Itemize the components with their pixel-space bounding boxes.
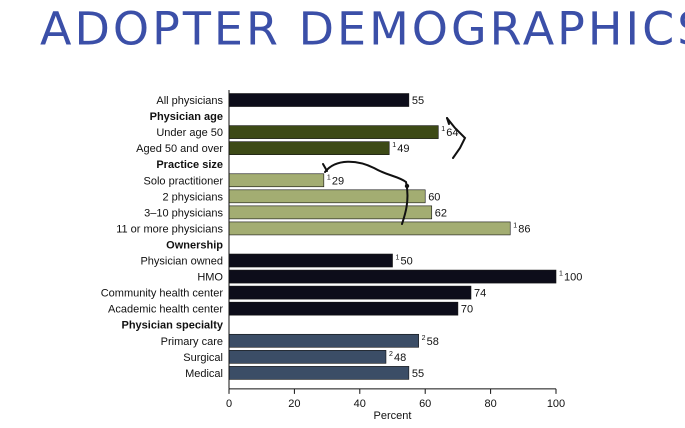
bar <box>228 93 410 107</box>
group-header-label: Physician specialty <box>122 320 224 332</box>
category-label: 2 physicians <box>162 191 223 203</box>
bar <box>228 141 390 155</box>
category-label: Community health center <box>101 288 224 300</box>
footnote-marker: 1 <box>559 271 563 278</box>
annotation-chevron <box>446 117 467 159</box>
category-label: Solo practitioner <box>144 175 224 187</box>
data-label: 29 <box>332 175 344 187</box>
data-label: 49 <box>397 143 409 155</box>
group-header-label: Physician age <box>150 111 223 123</box>
data-label: 86 <box>518 223 530 235</box>
data-label: 55 <box>412 368 424 380</box>
chart-rows: All physicians 55 Physician age Under age 5… <box>101 93 582 380</box>
bar <box>228 285 472 300</box>
annotation-dot <box>404 183 410 189</box>
bar <box>228 253 393 268</box>
x-axis-title: Percent <box>374 410 412 422</box>
data-label: 58 <box>427 336 439 348</box>
footnote-marker: 1 <box>513 222 517 229</box>
data-label: 60 <box>428 191 440 203</box>
category-label: Academic health center <box>108 304 223 316</box>
bar <box>228 125 439 139</box>
annotation-hook <box>446 117 450 125</box>
category-label: All physicians <box>156 95 223 107</box>
bar <box>228 269 557 284</box>
bar <box>228 301 459 316</box>
category-label: 11 or more physicians <box>116 223 223 235</box>
x-tick-label: 60 <box>419 398 431 410</box>
bar <box>228 350 387 364</box>
category-label: 3–10 physicians <box>144 207 223 219</box>
x-tick-label: 100 <box>547 398 565 410</box>
data-label: 55 <box>412 95 424 107</box>
category-label: Physician owned <box>140 256 223 268</box>
bar <box>228 189 426 204</box>
bar <box>228 366 410 380</box>
footnote-marker: 2 <box>422 335 426 342</box>
footnote-marker: 1 <box>327 174 331 181</box>
category-label: Surgical <box>183 352 223 364</box>
group-header-label: Practice size <box>156 159 223 171</box>
data-label: 62 <box>435 207 447 219</box>
category-label: Medical <box>185 368 223 380</box>
x-axis-ticks: 0 20 40 60 80 100 <box>226 388 565 410</box>
group-header-label: Ownership <box>166 239 223 251</box>
x-tick-label: 20 <box>288 398 300 410</box>
category-label: Aged 50 and over <box>136 143 223 155</box>
bar <box>228 173 325 188</box>
category-label: Primary care <box>161 336 223 348</box>
category-label: HMO <box>197 272 223 284</box>
footnote-marker: 2 <box>389 351 393 358</box>
data-label: 100 <box>564 272 582 284</box>
data-label: 50 <box>401 256 413 268</box>
page-title: ADOPTER DEMOGRAPHICS <box>40 2 685 56</box>
data-label: 70 <box>461 304 473 316</box>
bar <box>228 221 511 236</box>
data-label: 48 <box>394 352 406 364</box>
category-label: Under age 50 <box>156 127 223 139</box>
x-tick-label: 40 <box>354 398 366 410</box>
annotation-tick <box>322 163 328 172</box>
footnote-marker: 1 <box>392 142 396 149</box>
bar <box>228 333 419 348</box>
x-tick-label: 80 <box>484 398 496 410</box>
annotation-curve <box>324 160 409 225</box>
footnote-marker: 1 <box>441 126 445 133</box>
data-label: 74 <box>474 288 486 300</box>
data-label: 64 <box>446 127 458 139</box>
handwritten-annotation <box>322 117 467 225</box>
footnote-marker: 1 <box>396 255 400 262</box>
bar <box>228 205 433 220</box>
x-tick-label: 0 <box>226 398 232 410</box>
